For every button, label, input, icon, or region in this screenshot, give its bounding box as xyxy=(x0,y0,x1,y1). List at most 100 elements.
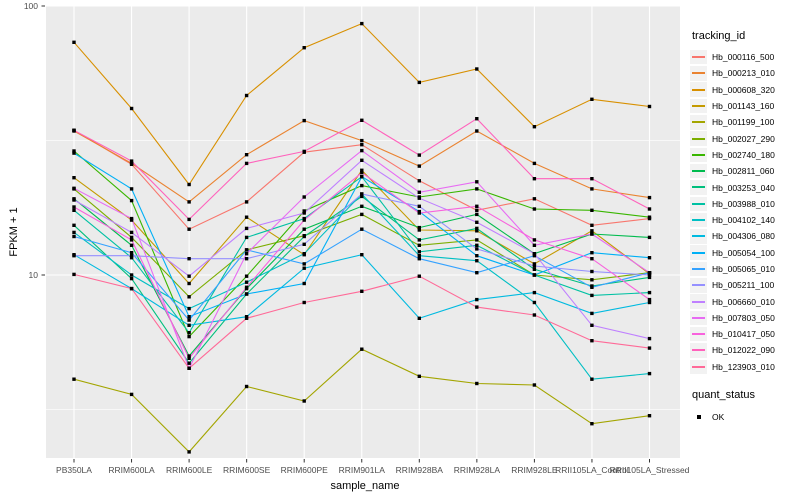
legend-key-swatch xyxy=(690,115,707,130)
data-point xyxy=(129,106,134,111)
data-point xyxy=(72,40,76,44)
data-point xyxy=(72,186,76,190)
data-point xyxy=(475,212,479,217)
data-point xyxy=(475,129,479,133)
data-point xyxy=(532,252,537,256)
x-tick-label: RRII105LA_Control xyxy=(555,465,629,475)
data-point xyxy=(302,209,306,213)
legend-item-Hb_007803_050: Hb_007803_050 xyxy=(690,310,798,326)
data-point xyxy=(417,80,421,85)
data-point xyxy=(302,46,306,50)
data-point xyxy=(72,149,76,153)
legend-item-label: Hb_005211_100 xyxy=(712,280,775,291)
legend-item-label: Hb_005065_010 xyxy=(712,264,775,274)
data-point xyxy=(72,176,76,180)
legend-item-Hb_123903_010: Hb_123903_010 xyxy=(690,359,798,375)
quant-status-item: OK xyxy=(690,409,798,425)
data-point xyxy=(187,334,191,339)
legend-key-swatch xyxy=(690,294,707,309)
data-point xyxy=(302,118,306,123)
data-point xyxy=(590,232,594,236)
data-point xyxy=(417,196,421,200)
legend-item-Hb_000116_500: Hb_000116_500 xyxy=(690,49,798,65)
data-point xyxy=(590,311,594,316)
data-point xyxy=(360,143,364,147)
data-point xyxy=(302,218,306,222)
y-tick-label: 100 xyxy=(24,1,38,11)
data-point xyxy=(590,278,594,282)
legend-key-swatch xyxy=(690,229,707,244)
legend-item-Hb_002811_060: Hb_002811_060 xyxy=(690,163,798,179)
data-point xyxy=(417,274,421,278)
data-point xyxy=(360,227,364,231)
legend-key-swatch xyxy=(690,310,707,326)
data-point xyxy=(532,267,537,271)
data-point xyxy=(302,399,306,403)
data-point xyxy=(187,200,191,204)
data-point xyxy=(129,392,134,397)
legend-item-label: Hb_010417_050 xyxy=(712,329,775,340)
data-point xyxy=(532,264,537,268)
data-point xyxy=(72,234,76,239)
data-point xyxy=(360,168,364,172)
legend-item-label: Hb_000213_010 xyxy=(712,68,775,79)
legend-item-Hb_005054_100: Hb_005054_100 xyxy=(690,245,798,261)
data-point xyxy=(360,253,364,257)
x-tick-label: PB350LA xyxy=(56,465,92,475)
data-point xyxy=(590,293,594,298)
data-point xyxy=(187,281,191,286)
data-point xyxy=(244,384,249,389)
data-point xyxy=(475,271,479,275)
data-point xyxy=(244,93,249,98)
data-point xyxy=(244,316,249,320)
data-point xyxy=(129,235,134,240)
x-tick-label: RRIM600PE xyxy=(281,465,329,475)
data-point xyxy=(302,227,306,231)
data-point xyxy=(244,252,249,256)
data-point xyxy=(417,153,421,157)
data-point xyxy=(244,200,249,204)
legend-key-swatch xyxy=(690,98,707,114)
data-point xyxy=(590,377,594,381)
data-point xyxy=(244,153,249,157)
data-point xyxy=(417,374,421,378)
legend-item-Hb_012022_090: Hb_012022_090 xyxy=(690,342,798,358)
data-point xyxy=(647,414,652,418)
data-point xyxy=(360,289,364,293)
data-point xyxy=(72,272,76,277)
legend-item-Hb_000608_320: Hb_000608_320 xyxy=(690,82,798,98)
data-point xyxy=(590,339,594,343)
data-point xyxy=(129,187,134,191)
legend-item-Hb_005211_100: Hb_005211_100 xyxy=(690,277,798,293)
legend-key-swatch xyxy=(690,131,707,146)
legend-item-Hb_000213_010: Hb_000213_010 xyxy=(690,65,798,81)
data-point xyxy=(360,171,364,175)
data-point xyxy=(187,366,191,370)
data-point xyxy=(302,300,306,305)
plot-panel xyxy=(46,6,680,458)
data-point xyxy=(532,383,537,387)
legend-key-swatch xyxy=(690,359,707,375)
data-point xyxy=(244,280,249,284)
data-point xyxy=(360,192,364,196)
data-point xyxy=(187,361,191,365)
data-point xyxy=(590,251,594,255)
data-point xyxy=(302,195,306,199)
data-point xyxy=(475,297,479,302)
legend-item-Hb_003988_010: Hb_003988_010 xyxy=(690,196,798,212)
data-point xyxy=(590,257,594,261)
data-point xyxy=(244,235,249,240)
data-point xyxy=(129,198,134,203)
x-tick-label: RRIM928BA xyxy=(396,465,444,475)
data-point xyxy=(72,205,76,209)
data-point xyxy=(647,290,652,295)
data-point xyxy=(244,248,249,252)
data-point xyxy=(647,215,652,219)
legend-item-label: Hb_001143_160 xyxy=(712,101,775,112)
data-point xyxy=(360,194,364,199)
data-point xyxy=(187,331,191,335)
legend-items: Hb_000116_500 Hb_000213_010 Hb_000608_320 H… xyxy=(690,49,798,375)
legend-item-label: Hb_003988_010 xyxy=(712,198,775,209)
